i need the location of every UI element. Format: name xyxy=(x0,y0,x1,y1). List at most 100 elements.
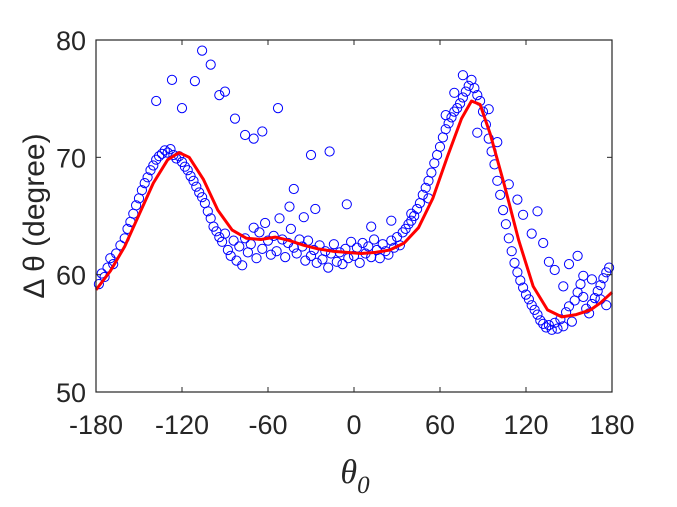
data-point xyxy=(93,279,105,290)
fit-curve-layer xyxy=(94,99,614,319)
data-point xyxy=(234,241,245,252)
data-point xyxy=(288,183,299,195)
data-point xyxy=(214,90,225,101)
y-axis-title: Δ θ (degree) xyxy=(18,133,51,298)
data-point xyxy=(472,90,483,101)
data-point xyxy=(449,106,460,117)
data-point xyxy=(285,223,296,234)
data-point xyxy=(457,70,468,81)
data-point xyxy=(409,210,420,222)
data-point xyxy=(188,175,199,186)
data-point xyxy=(434,141,446,152)
data-point xyxy=(251,253,262,264)
data-point xyxy=(469,83,480,94)
data-point xyxy=(386,215,397,226)
data-point xyxy=(440,110,451,121)
data-point xyxy=(156,148,167,159)
data-point xyxy=(240,129,251,141)
data-point xyxy=(403,219,414,230)
data-point xyxy=(310,203,321,215)
data-point xyxy=(366,221,377,232)
data-point xyxy=(280,252,291,263)
data-point xyxy=(148,160,159,171)
data-point xyxy=(291,248,302,259)
data-point xyxy=(205,59,216,70)
data-point xyxy=(136,185,147,196)
data-point xyxy=(532,309,543,320)
plot-area xyxy=(96,40,612,392)
data-point xyxy=(394,240,405,251)
data-point xyxy=(96,268,107,279)
data-point xyxy=(446,112,457,123)
data-point xyxy=(131,200,142,211)
data-point xyxy=(165,144,176,155)
data-point xyxy=(229,113,241,124)
data-point xyxy=(460,86,471,97)
data-point xyxy=(483,104,494,115)
data-point xyxy=(254,227,265,238)
data-point xyxy=(346,236,357,247)
data-point xyxy=(305,250,317,261)
data-point xyxy=(219,228,231,239)
data-point xyxy=(272,103,284,114)
data-point xyxy=(197,192,208,203)
data-point xyxy=(271,246,282,257)
data-point xyxy=(578,291,589,303)
data-point xyxy=(586,274,598,285)
data-point xyxy=(449,87,460,98)
x-tick-label: -180 xyxy=(69,410,123,440)
data-point xyxy=(298,212,309,223)
data-point xyxy=(457,92,468,103)
data-point xyxy=(99,271,110,283)
data-point xyxy=(526,228,537,239)
data-point xyxy=(151,154,162,165)
data-point xyxy=(191,181,202,192)
data-point xyxy=(506,246,517,257)
data-point xyxy=(440,124,451,135)
data-point xyxy=(354,257,365,268)
data-point xyxy=(558,281,569,292)
data-point xyxy=(182,165,193,176)
data-point xyxy=(406,208,417,219)
data-point xyxy=(498,205,509,216)
fit-curve xyxy=(94,99,614,319)
data-point xyxy=(578,270,589,281)
data-point xyxy=(538,237,549,249)
data-point xyxy=(265,249,276,260)
data-point xyxy=(563,301,575,312)
data-point xyxy=(202,206,213,217)
data-point xyxy=(341,199,352,210)
data-point xyxy=(598,273,609,284)
data-point xyxy=(324,146,335,157)
x-tick-label: 180 xyxy=(589,410,634,440)
data-point xyxy=(386,235,397,246)
data-point xyxy=(166,74,178,86)
data-point xyxy=(523,294,535,305)
data-point xyxy=(420,182,431,193)
data-point xyxy=(305,149,317,161)
data-point xyxy=(589,293,600,304)
data-point xyxy=(503,233,514,244)
data-point xyxy=(237,260,248,271)
data-point xyxy=(248,133,259,144)
svg-text:θ0: θ0 xyxy=(340,454,370,499)
x-tick-label: -120 xyxy=(155,410,209,440)
data-point xyxy=(284,201,295,212)
data-point xyxy=(268,230,279,241)
data-point xyxy=(463,80,474,91)
data-point xyxy=(532,206,543,217)
x-axis-title: θ0 xyxy=(340,454,370,499)
data-point xyxy=(543,256,555,267)
data-point xyxy=(189,76,200,87)
data-point xyxy=(274,213,285,224)
x-tick-label: -60 xyxy=(248,410,287,440)
data-point xyxy=(549,264,560,276)
data-point xyxy=(601,300,612,311)
data-point xyxy=(552,323,563,334)
data-point xyxy=(357,237,368,249)
data-point xyxy=(331,256,342,267)
svg-text:Δ θ (degree): Δ θ (degree) xyxy=(18,133,51,298)
data-point xyxy=(549,317,560,328)
data-point xyxy=(417,189,428,200)
